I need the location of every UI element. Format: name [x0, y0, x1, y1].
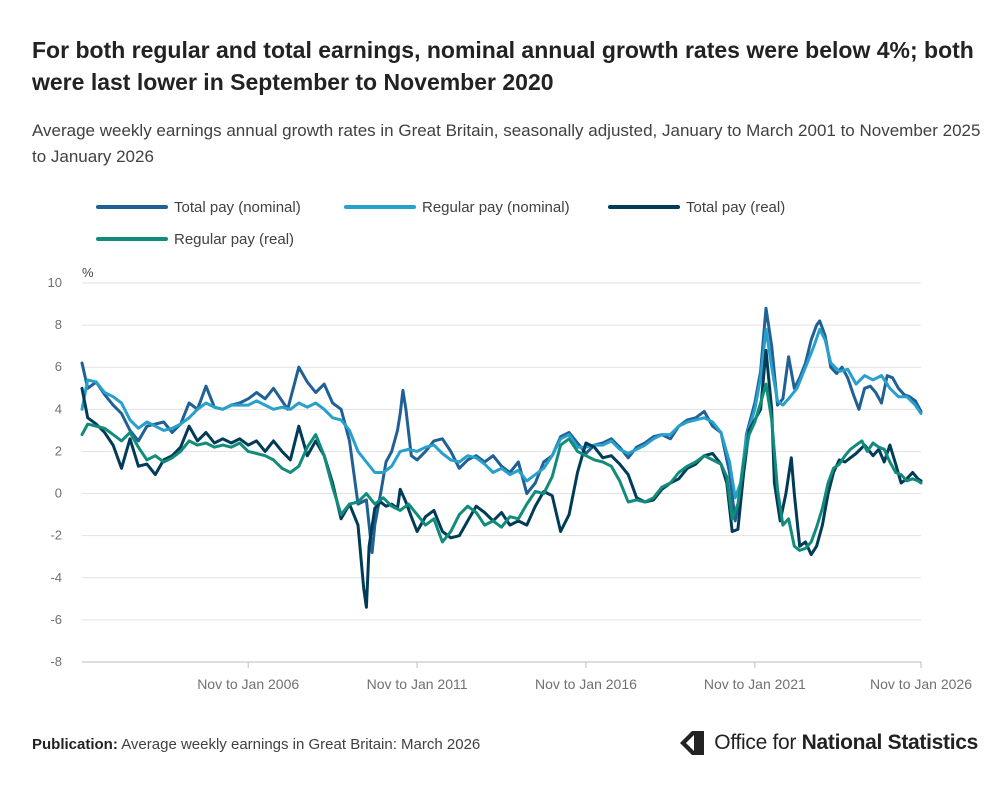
y-tick-label: 4	[55, 401, 62, 416]
legend-item-total-nominal[interactable]: Total pay (nominal)	[96, 196, 301, 218]
legend-swatch-total-nominal	[96, 205, 168, 209]
series-line-regular-nominal[interactable]	[80, 327, 923, 500]
ons-logo-icon	[680, 731, 705, 755]
legend-label-total-real: Total pay (real)	[686, 198, 786, 216]
x-axis-tick-labels: Nov to Jan 2006 Nov to Jan 2011 Nov to Jan…	[197, 662, 972, 692]
legend-item-regular-nominal[interactable]: Regular pay (nominal)	[344, 196, 570, 218]
grid-lines	[82, 282, 921, 663]
ons-logo-text-light: Office for	[714, 731, 802, 754]
series-line-total-real[interactable]	[80, 348, 923, 609]
chart-subtitle: Average weekly earnings annual growth ra…	[32, 121, 981, 166]
y-axis-tick-labels: -8 -6 -4 -2 0 2 4 6 8 10	[48, 275, 62, 669]
series-line-total-nominal[interactable]	[80, 306, 923, 554]
x-tick-label: Nov to Jan 2021	[704, 676, 806, 692]
legend-item-total-real[interactable]: Total pay (real)	[608, 196, 785, 218]
legend-swatch-regular-real	[96, 237, 168, 241]
y-tick-label: 2	[55, 443, 62, 458]
publication-link[interactable]: Average weekly earnings in Great Britain…	[121, 736, 481, 753]
y-tick-label: -8	[50, 654, 62, 669]
legend-item-regular-real[interactable]: Regular pay (real)	[96, 228, 294, 250]
ons-logo-text-bold: National Statistics	[801, 731, 979, 754]
chart-title: For both regular and total earnings, nom…	[32, 37, 974, 95]
series-line-regular-real[interactable]	[80, 382, 923, 552]
legend-label-regular-nominal: Regular pay (nominal)	[422, 198, 570, 216]
y-tick-label: 8	[55, 317, 62, 332]
x-tick-label: Nov to Jan 2011	[367, 676, 468, 692]
legend-label-total-nominal: Total pay (nominal)	[174, 198, 301, 216]
x-tick-label: Nov to Jan 2016	[535, 676, 637, 692]
y-tick-label: -6	[50, 612, 62, 627]
y-axis-unit-label: %	[82, 265, 94, 280]
legend-swatch-total-real	[608, 205, 680, 209]
ons-logo-text: Office for National Statistics	[714, 731, 978, 755]
y-tick-label: 10	[48, 275, 62, 290]
legend-swatch-regular-nominal	[344, 205, 416, 209]
series-lines	[80, 306, 923, 609]
y-tick-label: -4	[50, 570, 62, 585]
publication-label: Publication:	[32, 736, 118, 753]
publication-footer: Publication: Average weekly earnings in …	[32, 736, 480, 753]
x-tick-label: Nov to Jan 2006	[197, 676, 299, 692]
ons-logo: Office for National Statistics	[678, 729, 978, 757]
y-tick-label: 6	[55, 359, 62, 374]
legend-label-regular-real: Regular pay (real)	[174, 230, 295, 248]
x-tick-label: Nov to Jan 2026	[870, 676, 972, 692]
y-tick-label: 0	[55, 486, 62, 501]
y-tick-label: -2	[50, 528, 62, 543]
